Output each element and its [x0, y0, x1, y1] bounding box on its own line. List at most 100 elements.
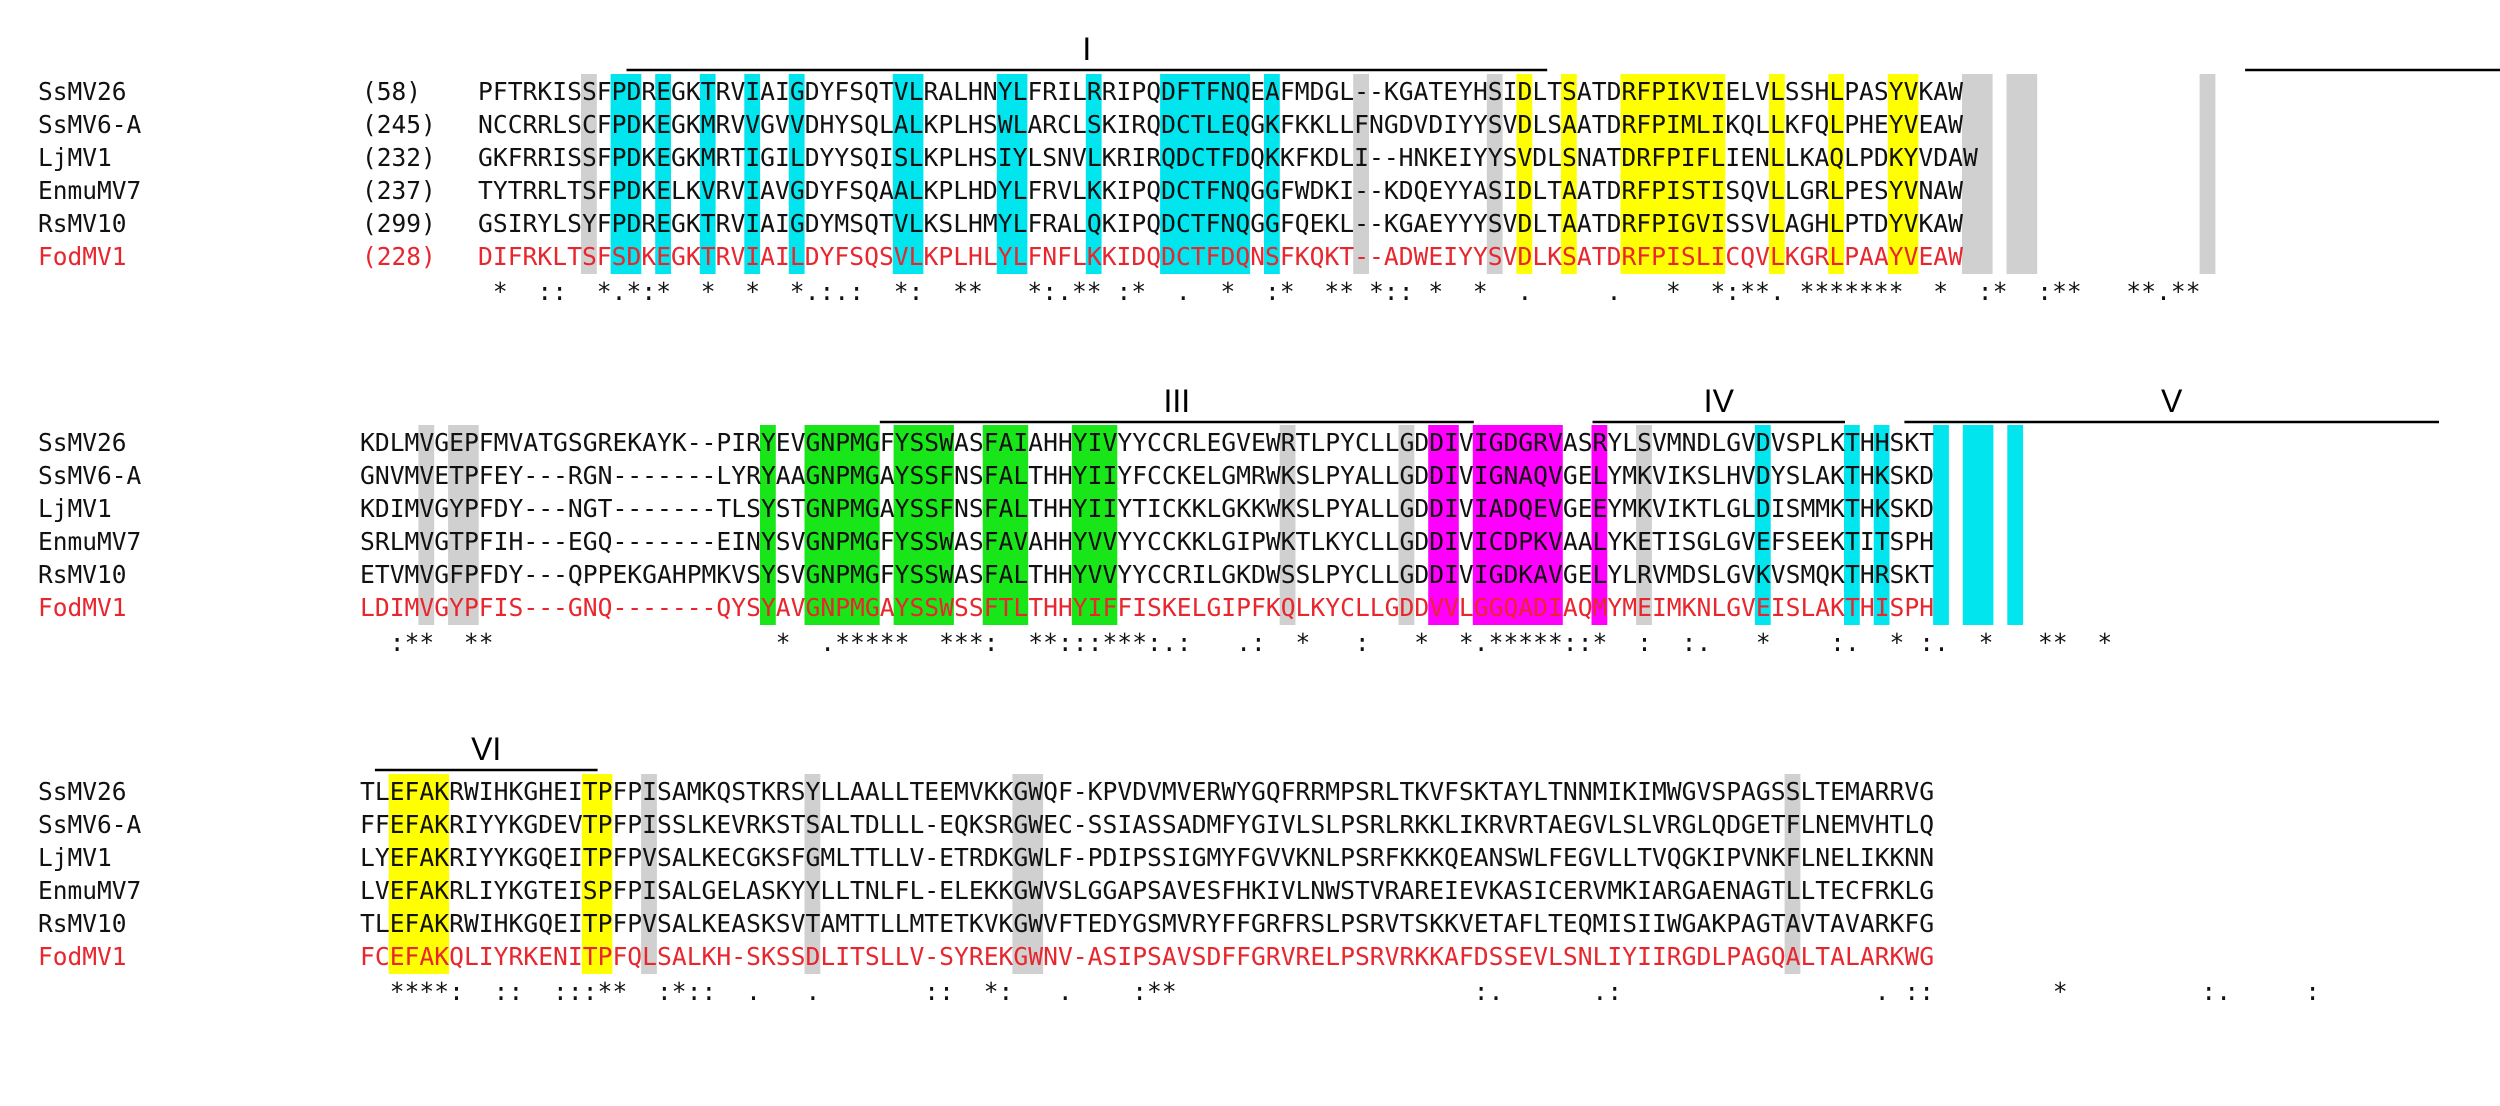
residue-shade — [1086, 425, 1103, 625]
residue-shade — [1784, 774, 1801, 974]
sequence-residues: KDLMVGEPFMVATGSGREKAYK--PIRYEVGNPMGFYSSW… — [360, 428, 1934, 457]
sequence-name: SsMV26 — [38, 77, 127, 106]
sequence-name: SsMV6-A — [38, 110, 142, 139]
residue-shade — [1516, 74, 1533, 274]
residue-shade — [1962, 74, 1978, 274]
sequence-name: SsMV26 — [38, 428, 127, 457]
sequence-name: FodMV1 — [38, 242, 127, 271]
residue-shade — [1844, 425, 1860, 625]
residue-shade — [804, 425, 821, 625]
residue-shade — [2006, 74, 2023, 274]
sequence-name: FodMV1 — [38, 593, 127, 622]
residue-shade — [1234, 74, 1251, 274]
residue-shade — [596, 774, 613, 974]
residue-shade — [760, 425, 776, 625]
alignment-block-3: VI SsMV26 TLEFAKRWIHKGHEITPFPISAMKQSTKRSYL… — [38, 731, 2320, 1006]
residue-shade — [892, 74, 909, 274]
residue-shade — [938, 425, 954, 625]
residue-shade — [1933, 425, 1949, 625]
residue-shade — [1902, 74, 1919, 274]
residue-shade — [433, 774, 450, 974]
residue-shade — [1873, 425, 1890, 625]
residue-shade — [1174, 74, 1191, 274]
residue-shade — [462, 425, 479, 625]
residue-shade — [1977, 425, 1994, 625]
sequence-residues: ETVMVGFPFDY---QPPEKGAHPMKVSYSVGNPMGFYSSW… — [360, 560, 1934, 589]
residue-shade — [1071, 425, 1088, 625]
residue-shade — [1204, 74, 1221, 274]
residue-shade — [1189, 74, 1206, 274]
residue-shade — [1502, 425, 1519, 625]
alignment-block-2: III IV V SsMV26 KDLMVGEPFMVATGSGREKAYK--PIRY… — [38, 383, 2439, 657]
residue-shade — [834, 425, 850, 625]
sequence-name: LjMV1 — [38, 143, 112, 172]
sequence-name: RsMV10 — [38, 560, 127, 589]
sequence-residues: LYEFAKRIYYKGQEITPFPVSALKECGKSFGMLTTLLV-E… — [360, 843, 1934, 872]
sequence-residues: PFTRKISSFPDREGKTRVIAIGDYFSQTVLRALHNYLFRI… — [478, 77, 1963, 106]
sequence-residues: LVEFAKRLIYKGTEISPFPISALGELASKYYLLTNLFL-E… — [360, 876, 1934, 905]
residue-shade — [1754, 425, 1771, 625]
residue-shade — [923, 425, 940, 625]
sequence-name: RsMV10 — [38, 909, 127, 938]
residue-shade — [655, 74, 671, 274]
residue-shade — [1517, 425, 1534, 625]
sequence-name: SsMV6-A — [38, 810, 142, 839]
residue-shade — [744, 74, 761, 274]
sequence-position: (232) — [362, 143, 436, 172]
residue-shade — [907, 74, 924, 274]
residue-shade — [403, 774, 420, 974]
residue-shade — [1962, 425, 1979, 625]
sequence-name: EnmuMV7 — [38, 876, 141, 905]
residue-shade — [1012, 774, 1029, 974]
residue-shade — [1532, 425, 1548, 625]
residue-shade — [1887, 74, 1904, 274]
residue-shade — [863, 425, 880, 625]
consensus-line: :** ** * .***** ***: **:::***:.:.: *: * *.*****:… — [390, 628, 2112, 657]
residue-shade — [1011, 74, 1028, 274]
residue-shade — [581, 774, 598, 974]
residue-shade — [1547, 425, 1563, 625]
sequence-name: LjMV1 — [38, 494, 112, 523]
residue-shade — [1353, 74, 1369, 274]
consensus-line: *:: *.*:* * * *.:.: *: ** *:.**:*. *:* ** *:: * *.. *… — [493, 277, 2201, 306]
residue-shade — [819, 425, 836, 625]
residue-shade — [1487, 425, 1504, 625]
residue-shade — [1769, 74, 1785, 274]
residue-shade — [2199, 74, 2216, 274]
residue-shade — [1398, 425, 1415, 625]
motif-label: VI — [471, 731, 501, 767]
residue-shade — [1976, 74, 1993, 274]
sequence-residues: LDIMVGYPFIS---GNQ-------QYSYAVGNPMGAYSSW… — [360, 593, 1934, 622]
residue-shade — [908, 425, 925, 625]
residue-shade — [448, 425, 464, 625]
sequence-residues: DIFRKLTSFSDKEGKTRVIAILDYFSQSVLKPLHLYLFNF… — [478, 242, 1963, 271]
motif-label: IV — [1704, 383, 1735, 419]
residue-shade — [1443, 425, 1459, 625]
residue-shade — [1027, 774, 1044, 974]
residue-shade — [788, 74, 805, 274]
residue-shade — [1472, 425, 1489, 625]
residue-shade — [1635, 74, 1652, 274]
motif-label: V — [2161, 383, 2183, 419]
residue-shade — [1264, 74, 1280, 274]
residue-shade — [1694, 74, 1711, 274]
sequence-residues: TLEFAKRWIHKGHEITPFPISAMKQSTKRSYLLAALLTEE… — [360, 777, 1934, 806]
sequence-residues: GSIRYLSYFPDREGKTRVIAIGDYMSQTVLKSLHMYLFRA… — [478, 209, 1963, 238]
sequence-name: RsMV10 — [38, 209, 127, 238]
residue-shade — [1101, 425, 1118, 625]
sequence-residues: GKFRRISSFPDKEGKMRTIGILDYYSQISLKPLHSIYLSN… — [478, 143, 1978, 172]
residue-shade — [893, 425, 910, 625]
residue-shade — [1650, 74, 1666, 274]
sequence-position: (299) — [362, 209, 436, 238]
residue-shade — [997, 425, 1014, 625]
residue-shade — [996, 74, 1013, 274]
residue-shade — [1160, 74, 1176, 274]
residue-shade — [1012, 425, 1029, 625]
residue-shade — [849, 425, 865, 625]
residue-shade — [625, 74, 642, 274]
residue-shade — [1219, 74, 1236, 274]
residue-shade — [1279, 425, 1296, 625]
sequence-residues: GNVMVETPFEY---RGN-------LYRYAAGNPMGAYSSF… — [360, 461, 1934, 490]
residue-shade — [641, 774, 657, 974]
